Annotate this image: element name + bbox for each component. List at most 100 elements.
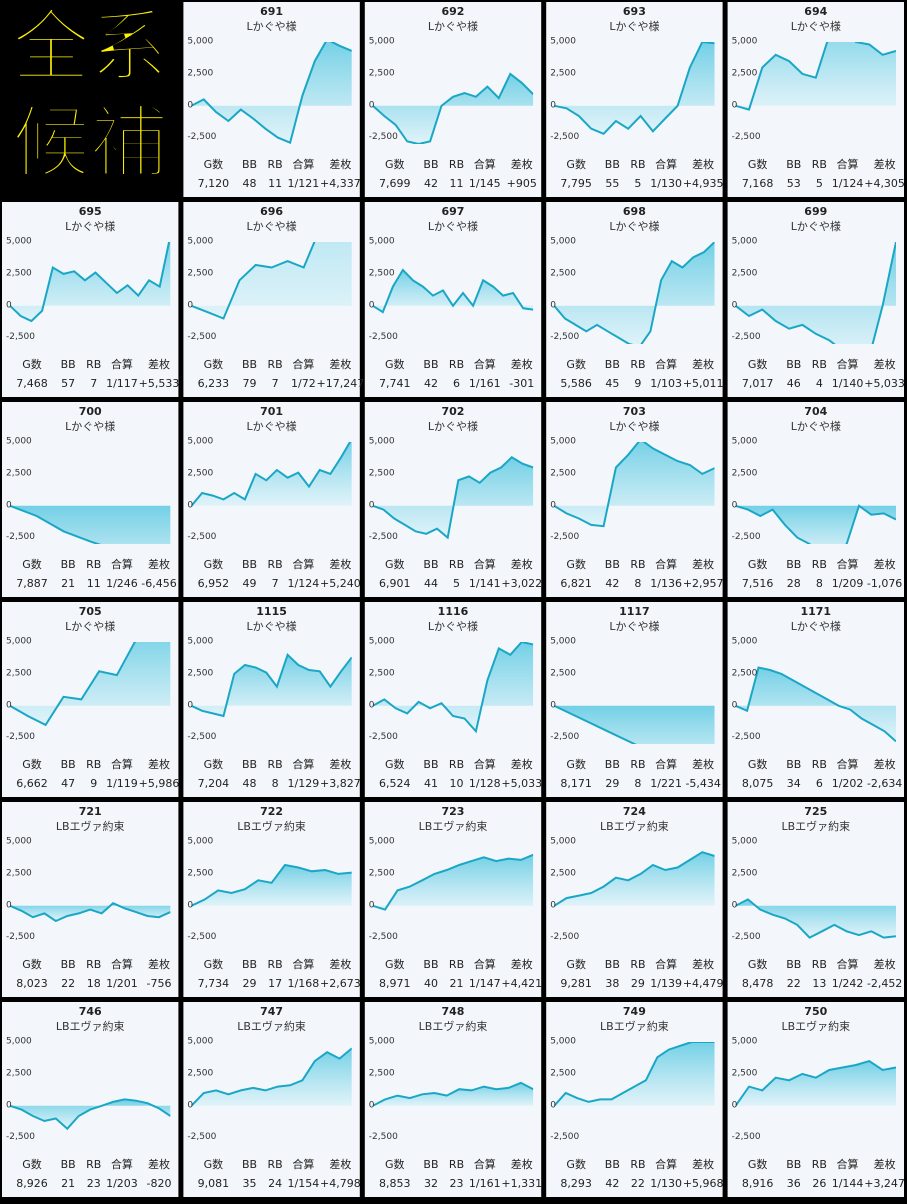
stat-header: 差枚 <box>329 757 351 771</box>
stat-header: G数 <box>204 1158 224 1171</box>
y-tick-label: 0 <box>369 1100 375 1110</box>
area <box>10 505 171 544</box>
stat-header: RB <box>268 958 283 971</box>
stat-header: 差枚 <box>692 357 714 371</box>
stat-header: BB <box>423 758 438 771</box>
y-tick-label: 2,500 <box>550 1068 576 1078</box>
stat-header: 差枚 <box>511 1157 533 1171</box>
y-tick-label: 5,000 <box>732 637 758 647</box>
stat-value: 13 <box>812 977 826 990</box>
area <box>372 642 534 732</box>
y-tick-label: -2,500 <box>550 932 579 942</box>
stat-header: 差枚 <box>874 157 896 171</box>
panel-bg <box>546 602 723 797</box>
stat-value: 44 <box>424 577 438 590</box>
stat-value: +3,022 <box>501 577 542 590</box>
area <box>191 865 352 906</box>
y-tick-label: 0 <box>369 300 375 310</box>
stat-value: 48 <box>243 777 257 790</box>
stat-value: 1/154 <box>288 1177 320 1190</box>
stat-header: 差枚 <box>692 757 714 771</box>
panel-title: 699 <box>804 205 827 218</box>
stat-value: 23 <box>87 1177 101 1190</box>
stat-value: +4,337 <box>320 177 361 190</box>
y-tick-label: 2,500 <box>369 868 395 878</box>
y-tick-label: 2,500 <box>550 868 576 878</box>
panel-subtitle: LBエヴァ約束 <box>781 819 850 833</box>
y-tick-label: 0 <box>369 500 375 510</box>
stat-header: G数 <box>204 758 224 771</box>
stat-value: 8,926 <box>16 1177 48 1190</box>
panel-subtitle: LBエヴァ約束 <box>237 1019 306 1033</box>
stat-value: +905 <box>507 177 537 190</box>
stat-value: 1/130 <box>650 1177 682 1190</box>
stat-header: 差枚 <box>329 1157 351 1171</box>
panel-subtitle: Lかぐや様 <box>247 19 297 33</box>
stat-value: 8 <box>634 577 641 590</box>
stat-header: G数 <box>22 958 42 971</box>
panel-subtitle: LBエヴァ約束 <box>237 819 306 833</box>
stat-header: 合算 <box>837 157 859 171</box>
stat-value: +4,798 <box>320 1177 361 1190</box>
y-tick-label: 2,500 <box>369 268 395 278</box>
stat-header: RB <box>268 1158 283 1171</box>
stat-header: RB <box>268 558 283 571</box>
y-tick-label: 2,500 <box>6 1068 32 1078</box>
stat-header: BB <box>61 958 76 971</box>
stat-value: 6,952 <box>198 577 230 590</box>
panel-subtitle: Lかぐや様 <box>791 19 841 33</box>
stat-value: 1/124 <box>288 577 320 590</box>
line <box>191 442 352 507</box>
y-tick-label: -2,500 <box>732 332 761 342</box>
stat-value: 1/242 <box>832 977 864 990</box>
stat-value: 8 <box>816 577 823 590</box>
y-tick-label: 5,000 <box>550 37 576 47</box>
stat-header: G数 <box>385 358 405 371</box>
stat-value: +4,305 <box>864 177 905 190</box>
panel-subtitle: Lかぐや様 <box>65 219 115 233</box>
area <box>735 242 896 344</box>
area <box>10 1099 171 1129</box>
line <box>554 851 715 907</box>
y-tick-label: 5,000 <box>732 37 758 47</box>
stat-value: +4,935 <box>683 177 724 190</box>
y-tick-label: 5,000 <box>550 637 576 647</box>
y-tick-label: 2,500 <box>369 668 395 678</box>
y-tick-label: 5,000 <box>187 237 213 247</box>
area <box>554 705 715 744</box>
y-tick-label: 2,500 <box>6 468 32 478</box>
area <box>554 242 715 344</box>
y-tick-label: 2,500 <box>187 68 213 78</box>
line <box>554 704 637 744</box>
stat-header: RB <box>268 158 283 171</box>
stat-value: 36 <box>787 1177 801 1190</box>
line <box>735 898 896 939</box>
stat-value: 7 <box>272 577 279 590</box>
stat-header: 差枚 <box>511 957 533 971</box>
stat-value: 8 <box>634 777 641 790</box>
y-tick-label: 5,000 <box>6 237 32 247</box>
stat-header: RB <box>86 358 101 371</box>
stat-value: 6,901 <box>379 577 411 590</box>
y-tick-label: 5,000 <box>550 1037 576 1047</box>
line <box>554 442 715 528</box>
stat-header: G数 <box>385 958 405 971</box>
panel-subtitle: Lかぐや様 <box>609 19 659 33</box>
stat-value: -301 <box>509 377 534 390</box>
stat-value: 9 <box>90 777 97 790</box>
y-tick-label: -2,500 <box>187 1132 216 1142</box>
stat-value: -5,434 <box>685 777 720 790</box>
panel-subtitle: Lかぐや様 <box>247 219 297 233</box>
line <box>372 268 534 314</box>
y-tick-label: 5,000 <box>550 837 576 847</box>
stat-value: 1/201 <box>106 977 138 990</box>
stat-header: G数 <box>385 1158 405 1171</box>
stat-value: 7 <box>272 377 279 390</box>
stat-header: 差枚 <box>692 957 714 971</box>
stat-header: RB <box>630 358 645 371</box>
y-tick-label: 5,000 <box>369 437 395 447</box>
panel-title: 724 <box>623 805 646 818</box>
y-tick-label: -2,500 <box>187 332 216 342</box>
